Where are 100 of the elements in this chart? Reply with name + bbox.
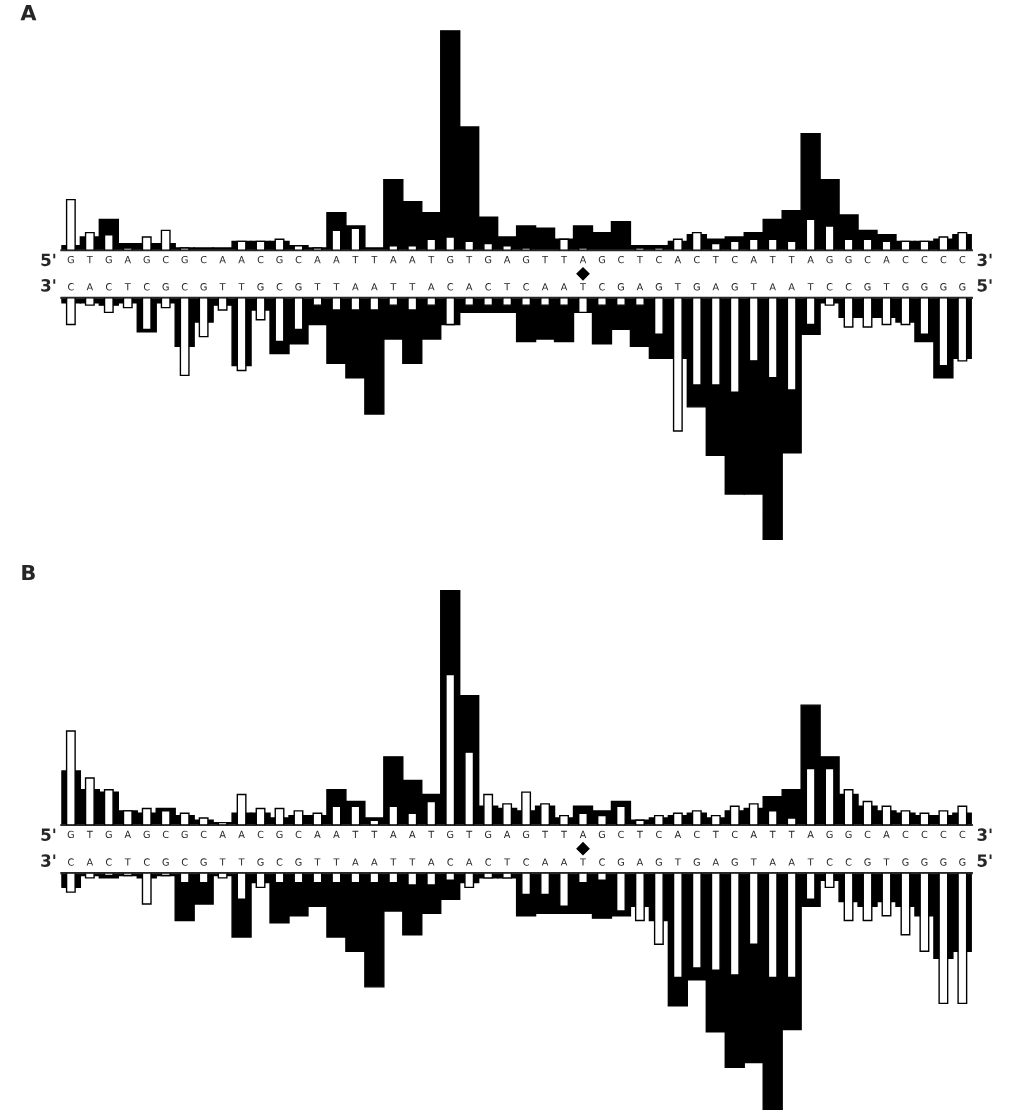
x-tick-label: T: [390, 858, 397, 866]
x-tick-label: A: [219, 830, 226, 838]
x-tick-label: C: [826, 283, 833, 291]
x-tick-label: A: [333, 256, 340, 264]
x-tick-label: T: [314, 858, 321, 866]
x-tick-label: A: [883, 256, 890, 264]
x-tick-label: T: [409, 858, 416, 866]
x-tick-label: G: [162, 283, 169, 291]
x-tick-label: A: [636, 283, 644, 291]
x-tick-label: C: [826, 858, 833, 866]
x-tick-label: C: [68, 858, 74, 866]
x-tick-label: A: [883, 830, 890, 838]
x-tick-label: C: [693, 255, 700, 264]
x-tick-label: G: [845, 255, 852, 264]
x-tick-label: A: [352, 283, 359, 291]
x-tick-label: G: [655, 858, 662, 866]
x-tick-label: C: [618, 255, 624, 264]
x-tick-label: T: [712, 256, 719, 264]
x-tick-label: G: [921, 858, 928, 866]
x-tick-label: G: [484, 255, 492, 264]
x-tick-label: C: [656, 830, 662, 839]
x-tick-label: G: [181, 255, 188, 264]
x-tick-label: G: [655, 283, 662, 291]
x-tick-label: A: [428, 858, 435, 866]
x-tick-label: G: [864, 283, 871, 291]
x-tick-label: C: [257, 255, 264, 264]
x-tick-label: A: [674, 256, 682, 264]
x-tick-label: T: [86, 830, 93, 838]
x-tick-label: T: [333, 858, 340, 866]
x-tick-label: G: [105, 255, 112, 264]
x-tick-label: G: [105, 830, 112, 839]
x-tick-label: C: [143, 283, 150, 291]
x-tick-label: G: [484, 830, 492, 839]
x-tick-label: A: [541, 858, 549, 866]
x-tick-label: C: [599, 283, 605, 291]
x-tick-label: T: [636, 256, 643, 264]
x-tick-label: G: [959, 858, 966, 866]
x-tick-label: T: [542, 830, 549, 838]
x-tick-label: T: [428, 256, 435, 264]
x-tick-label: G: [143, 830, 150, 839]
x-tick-label: C: [731, 830, 738, 839]
x-tick-label: T: [542, 256, 549, 264]
x-tick-label: A: [219, 256, 226, 264]
x-tick-label: C: [864, 830, 871, 839]
x-tick-label: T: [561, 256, 568, 264]
x-tick-label: C: [731, 255, 738, 264]
x-tick-label: A: [788, 283, 795, 291]
x-tick-label: G: [200, 283, 207, 291]
x-tick-label: A: [371, 858, 378, 866]
x-tick-label: C: [485, 283, 492, 291]
x-tick-label: G: [826, 255, 833, 264]
x-tick-label: A: [465, 858, 473, 866]
x-tick-label: T: [314, 283, 321, 291]
x-tick-label: T: [580, 283, 586, 291]
x-tick-label: T: [674, 858, 681, 866]
x-tick-label: A: [788, 858, 795, 866]
x-tick-label: C: [864, 255, 871, 264]
x-tick-label: T: [466, 830, 473, 838]
x-tick-label: T: [238, 858, 245, 866]
x-tick-label: C: [295, 830, 302, 839]
x-tick-label: A: [807, 830, 814, 838]
text: 3': [41, 854, 56, 867]
x-tick-label: A: [86, 858, 94, 866]
x-tick-label: G: [276, 830, 283, 839]
x-tick-label: T: [124, 858, 131, 866]
x-tick-label: C: [485, 858, 492, 866]
x-tick-label: T: [769, 830, 776, 838]
x-tick-label: A: [503, 830, 511, 838]
x-tick-label: G: [67, 255, 74, 264]
x-tick-label: G: [940, 858, 947, 866]
x-tick-label: C: [276, 283, 283, 291]
x-tick-label: G: [295, 283, 302, 291]
x-tick-label: A: [807, 256, 814, 264]
text: 3': [41, 279, 56, 292]
x-tick-label: A: [371, 283, 378, 291]
x-tick-label: C: [921, 830, 928, 839]
x-tick-label: C: [959, 255, 966, 264]
x-tick-label: G: [522, 255, 530, 264]
x-tick-label: C: [902, 830, 909, 839]
x-tick-label: C: [845, 858, 852, 866]
x-tick-label: A: [409, 256, 416, 264]
x-tick-label: G: [181, 830, 188, 839]
x-tick-label: C: [257, 830, 264, 839]
x-tick-label: G: [693, 858, 700, 866]
x-tick-label: G: [598, 830, 605, 839]
x-tick-label: T: [580, 858, 586, 866]
x-tick-label: T: [504, 283, 511, 291]
x-tick-label: A: [390, 830, 397, 838]
x-tick-label: C: [181, 283, 188, 291]
x-tick-label: C: [523, 283, 529, 291]
x-tick-label: A: [750, 830, 757, 838]
x-tick-label: C: [693, 830, 700, 839]
x-tick-label: A: [674, 830, 682, 838]
text: 5': [41, 828, 56, 841]
x-tick-label: C: [276, 858, 283, 866]
x-tick-label: A: [579, 830, 587, 838]
x-tick-label: T: [750, 283, 757, 291]
x-tick-label: G: [295, 858, 302, 866]
x-tick-label: C: [599, 858, 605, 866]
x-tick-label: C: [200, 830, 207, 839]
